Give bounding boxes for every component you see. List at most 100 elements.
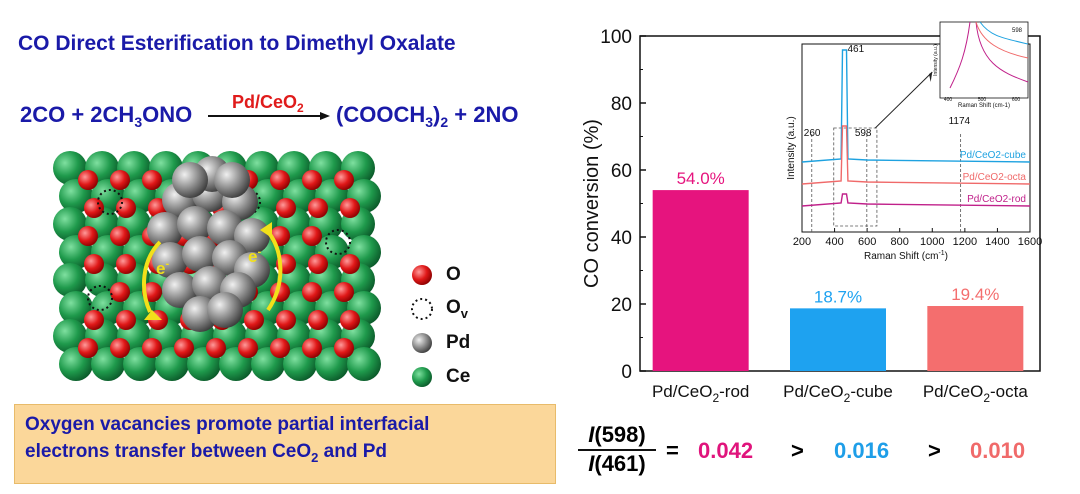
zoom-x-tick-label: 600: [1012, 97, 1021, 103]
reaction-equation: 2CO + 2CH3ONO Pd/CeO2 (COOCH3)2 + 2NO: [20, 92, 518, 130]
ce-atom: [53, 319, 87, 353]
o-atom: [302, 170, 322, 190]
ce-atom: [53, 151, 87, 185]
zoom-panel-frame: [939, 21, 1029, 99]
o-atom: [302, 226, 322, 246]
o-atom: [308, 198, 328, 218]
bar-chart-axes: 0 20 40 60 80 100 CO conversion (%) Pd/CeO2-rod…: [581, 27, 1041, 405]
pd-atom: [207, 210, 243, 246]
gray-sphere-icon: [412, 333, 432, 353]
inset-x-tick-label: 1400: [985, 236, 1009, 248]
inset-x-axis-label: Raman Shift (cm-1): [864, 250, 948, 262]
bar-2: [790, 308, 886, 371]
o-atom: [110, 338, 130, 358]
bar-3: [927, 306, 1024, 371]
o-atom: [116, 310, 136, 330]
o-atom: [302, 338, 322, 358]
o-atom: [110, 282, 130, 302]
pd-atom: [214, 162, 250, 198]
o-atom: [270, 170, 290, 190]
ratio-fraction: I(598) I(461): [578, 422, 656, 477]
o-atom: [302, 282, 322, 302]
o-atom: [84, 198, 104, 218]
legend-o: O: [410, 258, 470, 292]
ce-atom: [347, 347, 381, 381]
raman-series-label: Pd/CeO2-octa: [963, 172, 1027, 183]
ratio-numerator: I(598): [588, 422, 646, 447]
annotation-260: 260: [804, 128, 821, 139]
pd-atom: [182, 236, 218, 272]
y-tick-label: 80: [611, 94, 632, 115]
conclusion-line-1: Oxygen vacancies promote partial interfa…: [25, 414, 430, 435]
pd-atom: [207, 292, 243, 328]
o-atom: [116, 198, 136, 218]
dotted-circle-icon: [411, 298, 433, 320]
raman-spectra-inset: 200 400 600 800 1000 1200 1400 1600 Raman Shift …: [786, 21, 1042, 262]
legend-ov: Ov: [410, 292, 470, 326]
o-atom: [340, 254, 360, 274]
greater-than-2: >: [928, 438, 941, 463]
inset-x-tick-label: 400: [825, 236, 843, 248]
zoom-box: [833, 127, 878, 227]
o-atom: [110, 170, 130, 190]
bar-marks: 54.0% 18.7% 19.4%: [652, 169, 1024, 371]
pd-atom: [177, 206, 213, 242]
o-atom: [334, 282, 354, 302]
o-atom: [340, 198, 360, 218]
raman-series-label: Pd/CeO2-cube: [960, 150, 1027, 161]
annotation-461: 461: [848, 44, 865, 55]
inset-x-tick-label: 1000: [920, 236, 944, 248]
ceo2-lattice-illustration: e- e-: [53, 151, 381, 381]
zoom-arrow: [874, 71, 933, 129]
ratio-value-octa: 0.010: [970, 438, 1026, 463]
o-atom: [110, 226, 130, 246]
o-atom: [334, 170, 354, 190]
raman-series-label: Pd/CeO2-rod: [967, 194, 1026, 205]
zoom-arrow-head-icon: [929, 72, 933, 82]
o-atom: [78, 226, 98, 246]
ratio-value-rod: 0.042: [698, 438, 754, 463]
legend-pd: Pd: [410, 326, 470, 360]
x-tick-label: Pd/CeO2-cube: [783, 382, 893, 405]
inset-x-tick-label: 1600: [1018, 236, 1042, 248]
greater-than-1: >: [791, 438, 804, 463]
inset-x-tick-label: 1200: [953, 236, 977, 248]
o-atom: [84, 310, 104, 330]
red-sphere-icon: [412, 265, 432, 285]
o-atom: [244, 310, 264, 330]
inset-x-tick-label: 600: [858, 236, 876, 248]
bar-data-label: 19.4%: [951, 285, 999, 304]
pd-atom: [192, 266, 228, 302]
products: (COOCH3)2 + 2NO: [336, 102, 518, 130]
pd-atom: [234, 218, 270, 254]
co-conversion-bar-chart: 0 20 40 60 80 100 CO conversion (%) Pd/CeO2-rod…: [581, 21, 1042, 405]
conclusion-line-2: electrons transfer between CeO2 and Pd: [25, 441, 388, 465]
o-atom: [270, 338, 290, 358]
o-atom: [174, 338, 194, 358]
electron-label-left: e-: [156, 258, 169, 278]
arrow-head-icon: [320, 112, 330, 120]
ce-atom: [53, 207, 87, 241]
zoom-octa-line: [975, 21, 1029, 59]
inset-x-tick-label: 800: [891, 236, 909, 248]
bar-1: [652, 190, 749, 371]
intensity-ratio-row: I(598) I(461) = 0.042 > 0.016 > 0.010: [578, 420, 1078, 484]
o-atom: [276, 310, 296, 330]
y-tick-label: 40: [611, 228, 632, 249]
zoom-x-axis-label: Raman Shift (cm-1): [958, 103, 1010, 109]
x-tick-label: Pd/CeO2-octa: [923, 382, 1029, 405]
x-tick-label: Pd/CeO2-rod: [652, 382, 749, 405]
inset-y-axis-label: Intensity (a.u.): [786, 116, 797, 179]
y-tick-label: 100: [600, 27, 632, 48]
annotation-598: 598: [855, 128, 872, 139]
bar-data-label: 18.7%: [814, 287, 862, 306]
y-tick-label: 20: [611, 295, 632, 316]
zoom-x-tick-label: 500: [978, 97, 987, 103]
zoom-rod-line-2: [975, 21, 1029, 83]
electron-label-right: e-: [248, 246, 261, 266]
o-atom: [334, 338, 354, 358]
o-atom: [116, 254, 136, 274]
figure-title: CO Direct Esterification to Dimethyl Oxa…: [18, 32, 456, 55]
o-atom: [78, 338, 98, 358]
bar-data-label: 54.0%: [677, 169, 725, 188]
